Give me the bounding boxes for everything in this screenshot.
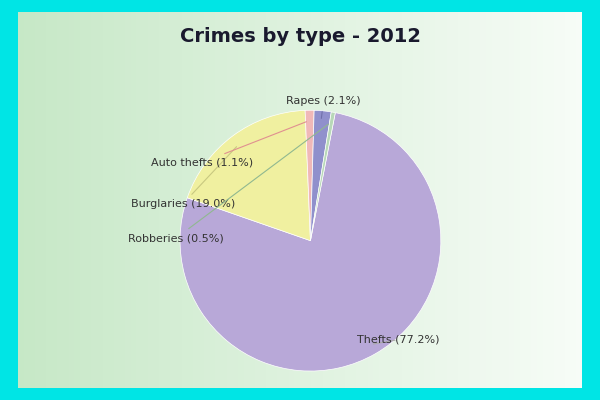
Wedge shape (180, 113, 441, 371)
Text: Crimes by type - 2012: Crimes by type - 2012 (179, 28, 421, 46)
Wedge shape (187, 110, 310, 241)
Text: Rapes (2.1%): Rapes (2.1%) (286, 96, 361, 118)
Wedge shape (305, 110, 314, 241)
Text: Auto thefts (1.1%): Auto thefts (1.1%) (151, 122, 307, 168)
Text: Burglaries (19.0%): Burglaries (19.0%) (131, 147, 236, 209)
Wedge shape (310, 112, 335, 241)
Text: Robberies (0.5%): Robberies (0.5%) (128, 124, 329, 243)
Wedge shape (310, 110, 331, 241)
Text: Thefts (77.2%): Thefts (77.2%) (356, 335, 439, 345)
